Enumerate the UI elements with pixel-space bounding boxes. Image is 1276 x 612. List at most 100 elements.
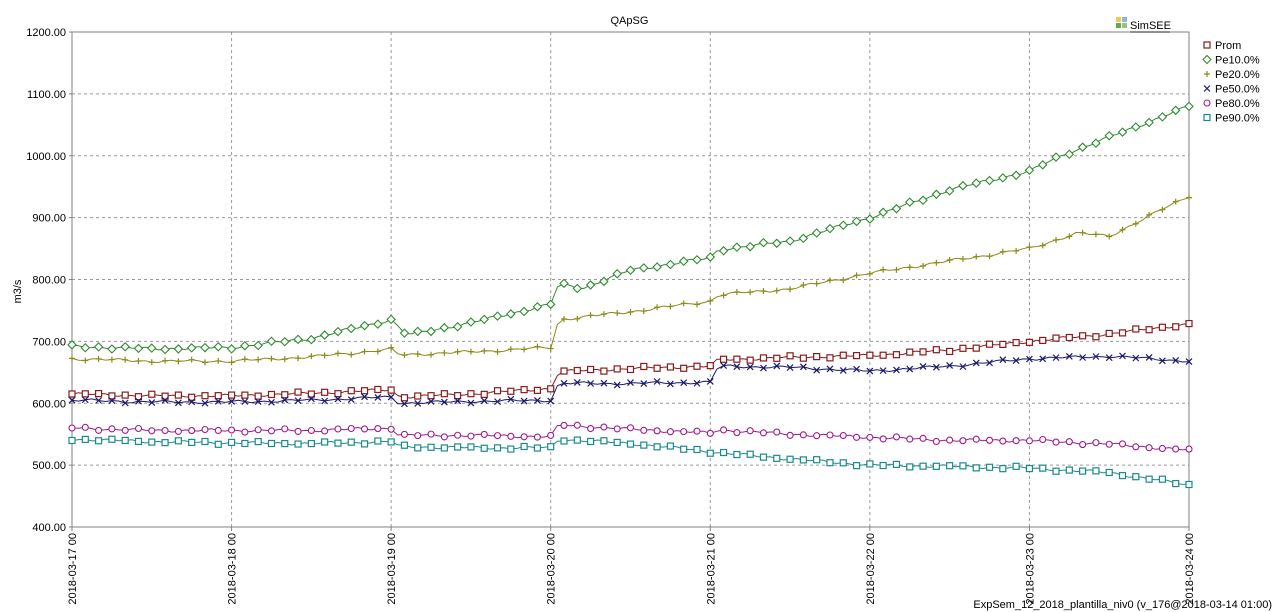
data-point xyxy=(414,432,422,440)
data-point xyxy=(640,426,648,434)
data-point xyxy=(360,425,369,433)
data-point xyxy=(414,444,422,452)
series-pe10-0- xyxy=(67,101,1194,355)
data-point xyxy=(946,256,953,263)
data-point xyxy=(759,429,768,437)
data-point xyxy=(1092,467,1100,475)
data-point xyxy=(800,282,807,289)
data-point xyxy=(94,437,103,445)
data-point xyxy=(986,359,993,367)
data-point xyxy=(188,438,196,446)
data-point xyxy=(161,439,169,447)
data-point xyxy=(82,357,89,364)
data-point xyxy=(227,391,236,399)
data-point xyxy=(1091,138,1101,148)
data-point xyxy=(174,391,182,399)
data-point xyxy=(148,399,156,406)
data-point xyxy=(666,380,674,388)
data-point xyxy=(973,253,980,260)
data-point xyxy=(799,363,807,371)
data-point xyxy=(746,363,754,371)
data-point xyxy=(148,390,156,398)
data-point xyxy=(866,460,874,468)
data-point xyxy=(534,343,541,350)
data-point xyxy=(281,356,288,363)
data-point xyxy=(333,326,343,337)
data-point xyxy=(760,288,767,295)
data-point xyxy=(1105,440,1113,448)
data-point xyxy=(493,444,502,452)
data-point xyxy=(932,346,940,354)
data-point xyxy=(759,354,768,362)
data-point xyxy=(653,378,661,385)
data-point xyxy=(919,434,927,442)
data-point xyxy=(1144,117,1154,128)
data-point xyxy=(93,342,104,352)
data-point xyxy=(758,237,769,248)
data-point xyxy=(493,387,502,395)
data-point xyxy=(892,351,901,359)
data-point xyxy=(374,394,382,401)
data-point xyxy=(294,427,302,435)
series-pe90-0- xyxy=(68,435,1193,489)
data-point xyxy=(386,314,396,325)
data-point xyxy=(480,390,488,398)
data-point xyxy=(412,326,423,337)
data-point xyxy=(520,397,528,405)
data-point xyxy=(879,435,887,443)
data-point xyxy=(613,365,621,373)
data-point xyxy=(786,455,794,463)
data-point xyxy=(653,364,661,372)
data-point xyxy=(626,424,635,432)
data-point xyxy=(706,377,714,385)
data-point xyxy=(440,433,448,441)
data-point xyxy=(1092,353,1100,360)
legend-marker xyxy=(1203,85,1211,92)
data-point xyxy=(201,359,208,366)
data-point xyxy=(400,441,409,449)
data-point xyxy=(773,362,781,370)
data-point xyxy=(573,421,581,429)
data-point xyxy=(200,342,210,353)
logo-square xyxy=(1116,17,1121,22)
data-point xyxy=(971,178,982,188)
data-point xyxy=(81,435,89,444)
data-point xyxy=(267,390,276,399)
data-point xyxy=(441,349,448,356)
data-point xyxy=(359,320,370,331)
data-point xyxy=(1170,105,1181,116)
data-point xyxy=(600,367,608,375)
data-point xyxy=(1052,467,1060,475)
data-point xyxy=(933,259,940,266)
data-point xyxy=(920,262,927,269)
series-pe50-0- xyxy=(68,352,1193,408)
data-point xyxy=(840,277,847,284)
data-point xyxy=(599,276,609,287)
data-point xyxy=(1026,355,1033,363)
data-point xyxy=(1132,325,1140,333)
data-point xyxy=(958,180,968,191)
data-point xyxy=(693,445,701,454)
data-point xyxy=(387,393,395,401)
data-point xyxy=(467,443,475,451)
data-point xyxy=(813,366,821,374)
data-point xyxy=(1039,355,1047,363)
data-point xyxy=(1053,236,1060,243)
data-point xyxy=(1065,333,1073,342)
data-point xyxy=(68,390,76,398)
y-axis-label: m3/s xyxy=(12,279,24,303)
data-point xyxy=(148,427,156,435)
data-point xyxy=(932,437,940,446)
y-tick-label: 1100.00 xyxy=(27,89,66,101)
data-point xyxy=(1132,443,1140,451)
data-point xyxy=(174,427,182,435)
data-point xyxy=(1158,323,1167,331)
data-point xyxy=(587,437,595,446)
data-point xyxy=(414,392,422,400)
y-tick-label: 1000.00 xyxy=(26,151,66,163)
data-point xyxy=(120,341,130,352)
data-point xyxy=(932,462,940,470)
data-point xyxy=(532,301,543,312)
data-point xyxy=(1065,352,1073,360)
data-point xyxy=(919,462,927,470)
